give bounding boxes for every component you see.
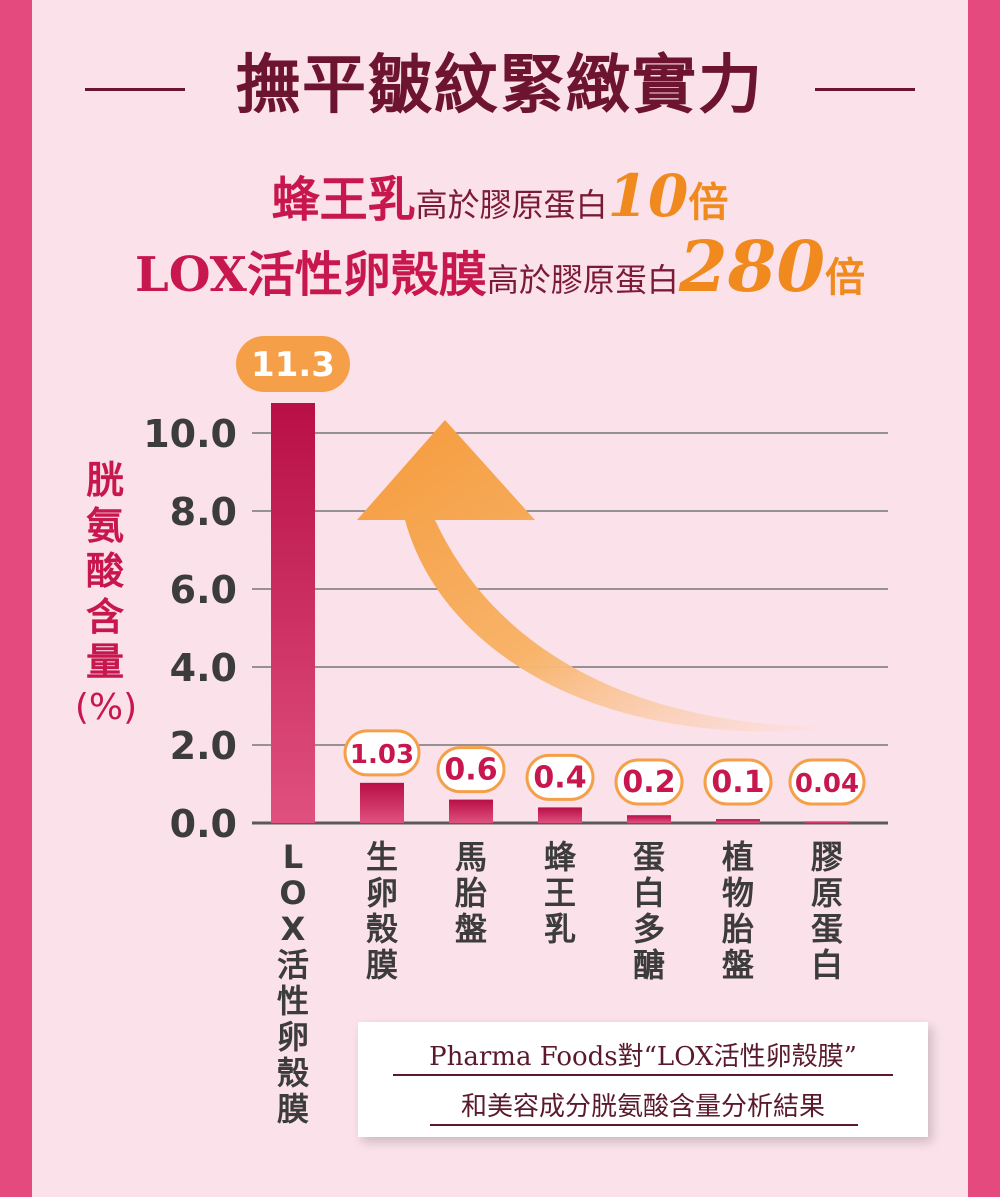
claim-1-highlight: 蜂王乳 — [271, 172, 416, 228]
claim-2-suffix: 倍 — [825, 254, 866, 301]
y-axis-label-unit: (%) — [74, 686, 138, 728]
category-label: 膠原蛋白 — [811, 838, 843, 984]
bar — [805, 821, 849, 823]
value-label: 0.6 — [444, 753, 497, 788]
value-label-pill — [525, 753, 595, 801]
category-label-char: 胎 — [721, 910, 754, 948]
y-axis-label-char-2: 酸 — [85, 549, 124, 594]
bar — [360, 782, 404, 823]
category-label-char: 乳 — [544, 910, 576, 948]
note-line-2: 和美容成分胱氨酸含量分析結果 — [460, 1092, 825, 1122]
bar — [449, 799, 493, 823]
claim-line-1: 蜂王乳高於膠原蛋白10倍 — [0, 160, 1000, 230]
y-tick-label: 2.0 — [170, 724, 237, 768]
title-divider-left — [85, 88, 185, 91]
value-label-pill — [788, 758, 866, 806]
category-label-char: 卵 — [277, 1018, 309, 1056]
category-label-char: 蛋 — [811, 910, 843, 948]
y-tick-label: 10.0 — [143, 412, 237, 456]
claim-2-number: 280 — [678, 225, 826, 308]
claim-1-middle: 高於膠原蛋白 — [415, 186, 608, 224]
value-label-pill — [436, 746, 506, 794]
value-label: 0.1 — [711, 765, 764, 800]
category-label: 蜂王乳 — [544, 838, 577, 948]
value-label: 1.03 — [350, 740, 414, 770]
category-label-char: 白 — [811, 946, 843, 984]
y-axis-label-char-1: 氨 — [85, 503, 124, 548]
category-label-char: 植 — [722, 838, 754, 876]
category-label-char: 醣 — [633, 946, 665, 984]
category-label-char: 馬 — [455, 838, 487, 876]
source-note: Pharma Foods對“LOX活性卵殼膜” 和美容成分胱氨酸含量分析結果 — [358, 1022, 928, 1137]
title-row: 撫平皺紋緊緻實力 — [0, 34, 1000, 134]
y-tick-label: 0.0 — [170, 802, 237, 846]
category-label-char: 胎 — [454, 874, 487, 912]
category-label-char: X — [281, 910, 306, 948]
category-label-char: 盤 — [722, 946, 754, 984]
value-label-pill — [343, 729, 421, 777]
claim-2-highlight: LOX活性卵殼膜 — [134, 247, 487, 303]
y-tick-label: 6.0 — [170, 568, 237, 612]
value-label-pill — [703, 758, 773, 806]
category-label-char: 蜂 — [544, 838, 577, 876]
y-tick-label: 8.0 — [170, 490, 237, 534]
category-label-char: 性 — [277, 982, 309, 1020]
category-label-char: 王 — [544, 874, 576, 912]
y-axis-label-char-0: 胱 — [85, 458, 124, 502]
claim-2-middle: 高於膠原蛋白 — [486, 261, 679, 299]
category-label-char: 白 — [633, 874, 665, 912]
value-label: 0.2 — [622, 765, 675, 800]
bar — [538, 807, 582, 823]
bars — [271, 403, 849, 823]
background-panel — [32, 0, 968, 1197]
title-divider-right — [815, 88, 915, 91]
category-label-char: 原 — [811, 874, 843, 912]
note-underline-2 — [430, 1124, 858, 1126]
value-label: 0.04 — [795, 769, 859, 799]
bar — [627, 815, 671, 823]
category-label-char: 膠 — [811, 838, 843, 876]
category-label-char: O — [279, 874, 306, 912]
category-label: 馬胎盤 — [454, 838, 487, 948]
note-line-1: Pharma Foods對“LOX活性卵殼膜” — [429, 1042, 857, 1072]
y-tick-label: 4.0 — [170, 646, 237, 690]
note-underline-1 — [393, 1074, 893, 1076]
category-label-char: 膜 — [366, 946, 398, 984]
value-labels: 11.3 1.03 0.6 0.4 0.2 0.1 0.04 — [236, 336, 866, 806]
claim-1-suffix: 倍 — [688, 179, 729, 226]
category-label-char: 卵 — [366, 874, 398, 912]
category-label-char: 生 — [366, 838, 398, 876]
y-axis-label-char-4: 量 — [85, 640, 124, 685]
bar — [271, 403, 315, 823]
claim-line-2: LOX活性卵殼膜高於膠原蛋白280倍 — [0, 225, 1000, 308]
y-axis-label: 胱氨酸含量 (%) — [75, 458, 137, 729]
upward-arrow — [357, 420, 848, 732]
claim-1-number: 10 — [607, 162, 689, 230]
category-label-char: 多 — [633, 910, 665, 948]
value-label: 0.4 — [533, 760, 586, 795]
category-label-char: L — [283, 838, 303, 876]
y-axis-label-char-3: 含 — [85, 594, 124, 639]
category-label-char: 蛋 — [633, 838, 665, 876]
category-label-char: 殼 — [366, 910, 399, 948]
category-label-char: 物 — [722, 874, 754, 912]
value-label-pill — [614, 758, 684, 806]
category-label-char: 膜 — [277, 1090, 309, 1128]
value-label-pill — [236, 336, 350, 392]
category-label-char: 活 — [277, 946, 309, 984]
page-title: 撫平皺紋緊緻實力 — [236, 48, 764, 123]
y-ticks: 0.0 2.0 4.0 6.0 8.0 10.0 — [143, 412, 237, 846]
category-label: LOX活性卵殼膜 — [277, 838, 310, 1128]
bar — [716, 819, 760, 823]
category-label-char: 盤 — [455, 910, 487, 948]
category-label-char: 殼 — [277, 1054, 310, 1092]
value-label: 11.3 — [251, 345, 335, 385]
